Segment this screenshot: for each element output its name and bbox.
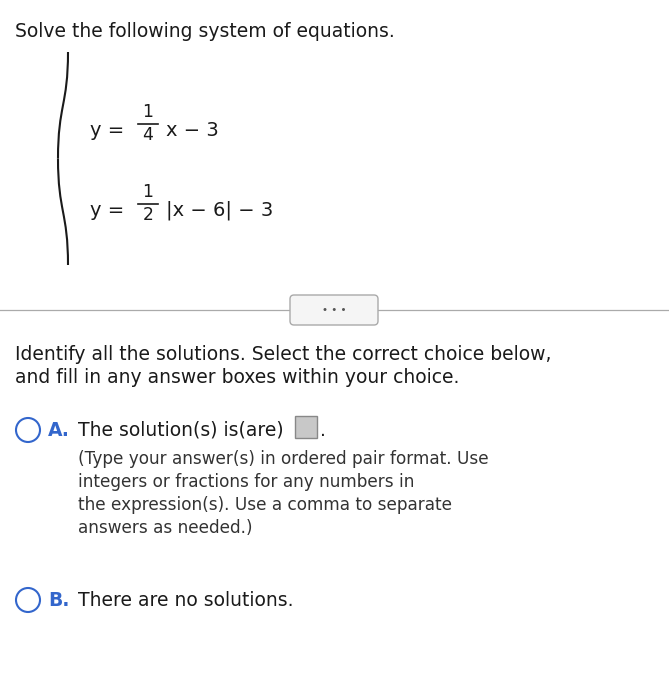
Text: 4: 4 (142, 126, 153, 144)
Text: y =: y = (90, 121, 130, 140)
Text: There are no solutions.: There are no solutions. (78, 591, 294, 610)
Text: |x − 6| − 3: |x − 6| − 3 (166, 201, 273, 220)
Text: • • •: • • • (322, 305, 347, 315)
Text: The solution(s) is(are): The solution(s) is(are) (78, 421, 290, 439)
Text: 2: 2 (142, 206, 153, 224)
Text: x − 3: x − 3 (166, 121, 219, 140)
Text: (Type your answer(s) in ordered pair format. Use: (Type your answer(s) in ordered pair for… (78, 450, 488, 468)
Text: 1: 1 (142, 103, 153, 121)
Text: Identify all the solutions. Select the correct choice below,: Identify all the solutions. Select the c… (15, 345, 551, 364)
Text: answers as needed.): answers as needed.) (78, 519, 252, 537)
Text: the expression(s). Use a comma to separate: the expression(s). Use a comma to separa… (78, 496, 452, 514)
Text: A.: A. (48, 421, 70, 439)
FancyBboxPatch shape (290, 295, 378, 325)
Text: y =: y = (90, 201, 130, 220)
FancyBboxPatch shape (295, 416, 317, 438)
Text: 1: 1 (142, 183, 153, 201)
Text: B.: B. (48, 591, 70, 610)
Text: Solve the following system of equations.: Solve the following system of equations. (15, 22, 395, 41)
Text: and fill in any answer boxes within your choice.: and fill in any answer boxes within your… (15, 368, 460, 387)
Text: .: . (320, 421, 326, 439)
Text: integers or fractions for any numbers in: integers or fractions for any numbers in (78, 473, 414, 491)
